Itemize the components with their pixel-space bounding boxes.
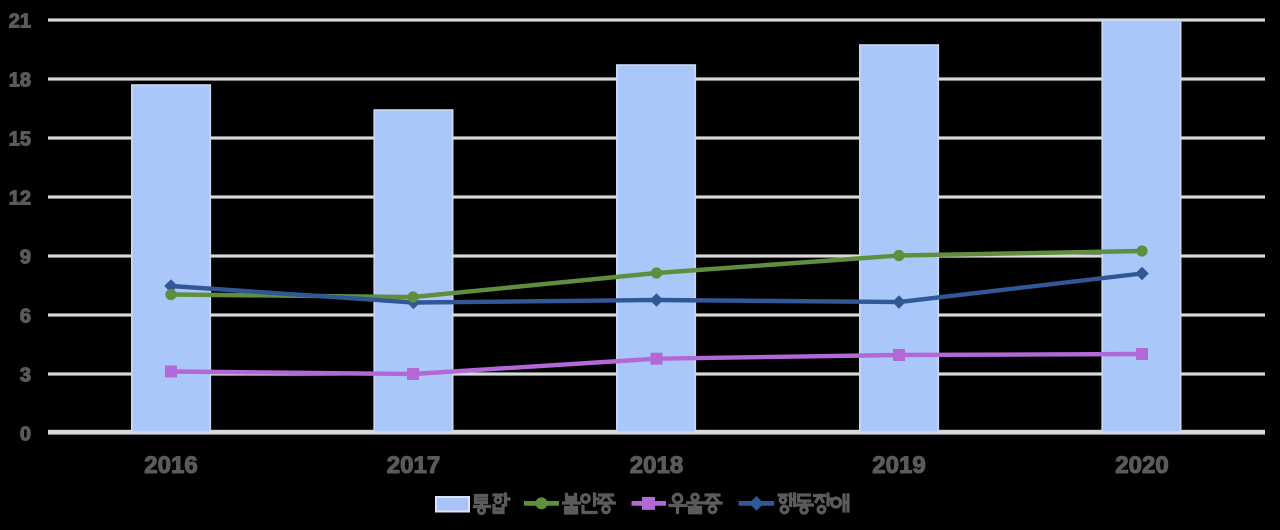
svg-text:6: 6: [20, 305, 31, 327]
svg-text:0: 0: [20, 423, 31, 445]
svg-text:15: 15: [9, 128, 31, 150]
svg-text:2018: 2018: [630, 452, 683, 479]
svg-text:21: 21: [9, 10, 31, 32]
svg-text:2016: 2016: [144, 452, 197, 479]
svg-text:12: 12: [9, 187, 31, 209]
svg-text:3: 3: [20, 364, 31, 386]
svg-text:9: 9: [20, 246, 31, 268]
svg-text:18: 18: [9, 69, 31, 91]
svg-text:2017: 2017: [387, 452, 440, 479]
svg-text:2020: 2020: [1115, 452, 1168, 479]
svg-text:2019: 2019: [872, 452, 925, 479]
